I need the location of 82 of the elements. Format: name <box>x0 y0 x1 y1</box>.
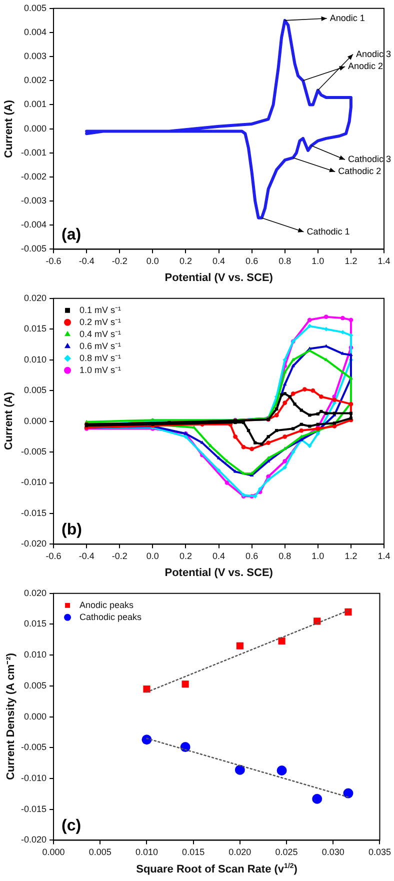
legend-label: 0.1 mV s⁻¹ <box>80 304 122 315</box>
y-tick-label: -0.002 <box>20 171 47 182</box>
legend-label: Anodic peaks <box>80 600 134 610</box>
x-tick-label: 1.4 <box>378 256 390 266</box>
x-tick-label: -0.4 <box>78 256 94 266</box>
x-tick-label: 0.035 <box>368 847 392 858</box>
y-tick-label: -0.010 <box>20 477 47 488</box>
y-tick-label: 0.015 <box>24 324 47 334</box>
y-tick-label: -0.004 <box>20 220 47 230</box>
x-tick-label: -0.2 <box>112 551 128 562</box>
annotation: Cathodic 1 <box>306 226 350 236</box>
legend-label: Cathodic peaks <box>80 612 142 622</box>
x-axis-title: Square Root of Scan Rate (v$^{1/2}$) <box>136 863 298 876</box>
x-tick-label: 0.000 <box>42 847 65 858</box>
legend-label: 0.6 mV s⁻¹ <box>80 340 122 351</box>
y-tick-label: -0.005 <box>20 244 47 254</box>
y-tick-label: 0.010 <box>24 650 47 660</box>
annotation: (a) <box>62 226 82 244</box>
annotation: Anodic 1 <box>330 12 365 23</box>
y-tick-label: -0.020 <box>20 834 47 845</box>
x-tick-label: 1.4 <box>378 551 390 562</box>
annotation: (b) <box>62 522 82 539</box>
y-tick-label: 0.010 <box>24 354 47 364</box>
x-tick-label: 1.2 <box>344 256 358 266</box>
x-tick-label: 0.0 <box>146 256 159 266</box>
y-tick-label: 0.001 <box>24 99 47 110</box>
x-tick-label: 0.020 <box>228 847 252 858</box>
y-tick-label: -0.005 <box>20 446 47 457</box>
x-tick-label: 0.0 <box>146 551 159 562</box>
y-tick-label: -0.005 <box>20 742 47 752</box>
x-tick-label: 0.005 <box>88 847 112 858</box>
x-tick-label: -0.6 <box>46 256 62 266</box>
y-tick-label: -0.015 <box>20 508 47 518</box>
x-tick-label: 0.2 <box>179 256 192 266</box>
y-tick-label: -0.003 <box>20 196 47 206</box>
x-axis-title: Potential (V vs. SCE) <box>164 272 273 284</box>
y-axis-title: Current (A) <box>3 100 16 158</box>
x-tick-label: -0.4 <box>78 551 94 562</box>
y-tick-label: -0.020 <box>20 538 47 549</box>
y-tick-label: 0.015 <box>24 618 47 629</box>
annotation: Anodic 2 <box>348 61 384 72</box>
annotation: Cathodic 3 <box>348 154 392 164</box>
y-tick-label: 0.005 <box>24 680 47 690</box>
x-tick-label: 1.0 <box>312 551 324 562</box>
y-tick-label: -0.001 <box>20 147 47 158</box>
y-tick-label: -0.015 <box>20 804 47 814</box>
legend-label: 1.0 mV s⁻¹ <box>80 364 122 375</box>
x-tick-label: 0.015 <box>182 847 205 858</box>
x-tick-label: -0.2 <box>112 256 128 266</box>
y-tick-label: 0.004 <box>24 26 47 37</box>
y-tick-label: 0.020 <box>24 588 47 598</box>
y-tick-label: 0.020 <box>24 292 47 303</box>
annotation: (c) <box>62 818 82 835</box>
y-axis-title: Current Density (A cm⁻²) <box>4 653 17 780</box>
y-tick-label: 0.000 <box>24 123 47 134</box>
y-tick-label: 0.003 <box>24 51 47 62</box>
x-tick-label: 0.6 <box>246 551 258 562</box>
x-tick-label: 0.025 <box>275 847 298 858</box>
y-axis-title: Current (A) <box>3 392 16 450</box>
annotation: Anodic 3 <box>356 48 392 59</box>
x-tick-label: 0.010 <box>135 847 158 858</box>
y-tick-label: -0.010 <box>20 772 47 783</box>
y-tick-label: 0.002 <box>24 75 47 86</box>
y-tick-label: 0.000 <box>24 711 47 722</box>
x-tick-label: -0.6 <box>46 551 62 562</box>
x-tick-label: 0.6 <box>246 256 258 266</box>
legend-label: 0.8 mV s⁻¹ <box>80 352 122 363</box>
x-axis-title: Potential (V vs. SCE) <box>164 567 273 579</box>
y-tick-label: 0.005 <box>24 2 47 13</box>
x-tick-label: 0.4 <box>212 551 226 562</box>
x-tick-label: 1.0 <box>312 256 324 266</box>
y-tick-label: 0.000 <box>24 416 47 426</box>
x-tick-label: 0.8 <box>278 551 292 562</box>
x-tick-label: 0.4 <box>212 256 226 266</box>
legend-label: 0.4 mV s⁻¹ <box>80 328 122 339</box>
annotation: Cathodic 2 <box>338 166 382 176</box>
x-tick-label: 0.8 <box>278 256 292 266</box>
y-tick-label: 0.005 <box>24 385 47 396</box>
x-tick-label: 0.030 <box>322 847 344 858</box>
x-tick-label: 0.2 <box>179 551 192 562</box>
legend-label: 0.2 mV s⁻¹ <box>80 316 122 327</box>
x-tick-label: 1.2 <box>344 551 358 562</box>
